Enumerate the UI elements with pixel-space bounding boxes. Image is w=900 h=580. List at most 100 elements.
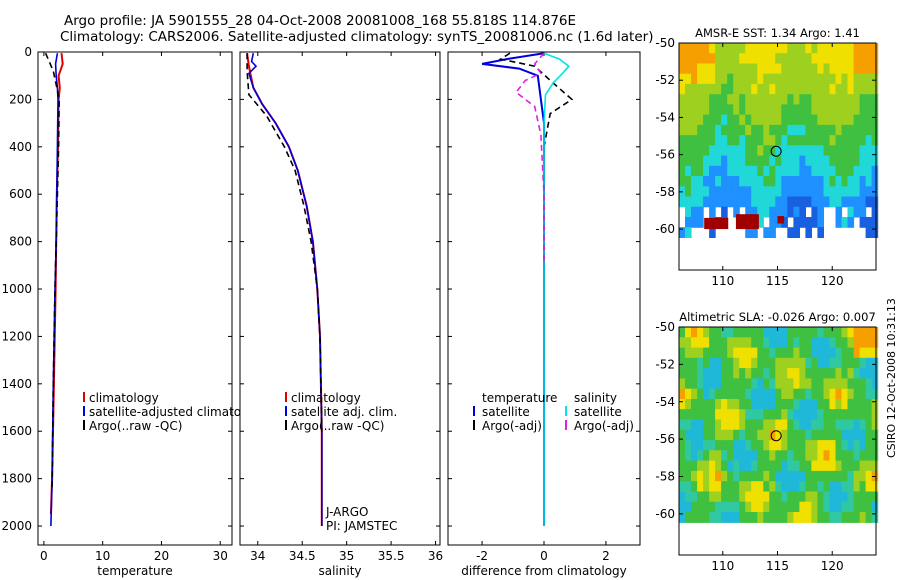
temperature-series-line: [44, 52, 61, 491]
sst-map-title: AMSR-E SST: 1.34 Argo: 1.41: [695, 26, 860, 40]
sla-map-cell: [829, 470, 837, 482]
sla-map-cell: [841, 337, 849, 349]
sla-map-cell: [745, 512, 752, 523]
sst-map-xtick-label: 120: [821, 274, 844, 288]
sst-map-cell: [751, 124, 758, 136]
sst-map-cell: [727, 155, 734, 167]
sla-map-cell: [751, 337, 758, 349]
sst-map-cell: [721, 206, 728, 218]
sst-map-cell: [703, 186, 710, 198]
sla-map-cell: [733, 327, 740, 338]
sla-map-cell: [697, 378, 704, 390]
sla-map-cell: [709, 357, 716, 369]
sst-map-cell: [745, 124, 752, 136]
sla-map-cell: [805, 450, 812, 462]
sst-map-cell: [847, 104, 855, 116]
sst-map-cell: [835, 186, 843, 198]
sst-map-cell: [751, 83, 758, 95]
sla-map-cell: [859, 419, 867, 431]
sst-map-cell: [823, 196, 831, 208]
sla-map-cell: [841, 491, 849, 503]
sla-map-cell: [811, 450, 818, 462]
sst-map-cell: [763, 43, 770, 54]
sst-map-cell: [823, 155, 831, 167]
sla-map-cell: [715, 429, 722, 441]
sst-map-cell: [853, 73, 861, 85]
sla-map-cell: [811, 337, 818, 349]
sla-map-cell: [775, 429, 782, 441]
sst-map-cell: [709, 227, 716, 238]
sla-map-cell: [733, 409, 740, 421]
sst-map-cell: [805, 145, 812, 157]
sst-map-cell: [745, 155, 752, 167]
sla-map-cell: [823, 512, 831, 523]
sst-map-cell: [871, 73, 879, 85]
sst-map-cell: [703, 63, 710, 75]
sst-map-cell: [799, 217, 806, 228]
sla-map-cell: [853, 460, 861, 472]
sst-map-cell: [697, 165, 704, 177]
sla-map-cell: [847, 429, 855, 441]
sla-map-cell: [685, 512, 692, 523]
sst-map-cell: [865, 94, 873, 105]
sst-map-cell: [733, 176, 740, 187]
sla-map-cell: [871, 347, 879, 359]
sla-map-cell: [745, 337, 752, 349]
sst-map-cell: [769, 165, 776, 177]
sla-map-cell: [805, 470, 812, 482]
sst-map-cell: [697, 104, 704, 116]
sla-map-cell: [739, 512, 746, 523]
sla-map-cell: [787, 409, 794, 421]
sla-map-cell: [793, 347, 800, 359]
sla-map-cell: [733, 481, 740, 493]
sla-map-cell: [727, 419, 734, 431]
sla-map-cell: [835, 347, 843, 359]
sst-map-cell: [859, 43, 867, 54]
sst-map-cell: [697, 63, 704, 75]
sst-map-cell: [811, 155, 818, 167]
sst-map-cell: [865, 104, 873, 116]
sst-map-cell: [733, 145, 740, 157]
sst-map-cell: [829, 53, 837, 64]
sst-map-cell: [691, 217, 698, 228]
sla-map-cell: [775, 357, 782, 369]
sst-map-cell: [721, 196, 728, 208]
sla-map-cell: [697, 327, 704, 338]
sla-map-cell: [793, 337, 800, 349]
sla-map-cell: [715, 450, 722, 462]
sla-map-cell: [685, 378, 692, 390]
salinity-xtick-label: 36: [428, 549, 443, 563]
sst-map-cell: [835, 104, 843, 116]
sla-map-cell: [781, 470, 788, 482]
sst-map-cell: [769, 176, 776, 187]
sst-map-cell: [691, 63, 698, 75]
sst-map-cell: [745, 145, 752, 157]
sla-map-cell: [679, 399, 686, 410]
sst-map-cell: [781, 94, 788, 105]
sst-map-cell: [805, 196, 812, 208]
sst-map-cell: [787, 227, 794, 238]
sla-map-cell: [841, 481, 849, 493]
sla-map-cell: [793, 440, 800, 451]
sla-map-cell: [751, 460, 758, 472]
sst-map-cell: [787, 176, 794, 187]
sst-map-xtick-label: 115: [766, 274, 789, 288]
sst-map-cell: [691, 43, 698, 54]
sla-map-cell: [871, 491, 879, 503]
sst-map-cell: [847, 176, 855, 187]
sst-map-cell: [685, 206, 692, 218]
sst-map-cell: [775, 135, 782, 146]
sla-map-cell: [757, 378, 764, 390]
sst-map-cell: [817, 73, 824, 85]
sst-map-cell: [835, 53, 843, 64]
sst-map-cell: [703, 114, 710, 126]
sst-map-cell: [715, 145, 722, 157]
sst-map-cell: [691, 104, 698, 116]
sst-map-cell: [679, 155, 686, 167]
sst-map-cell: [733, 43, 740, 54]
sla-map-cell: [709, 491, 716, 503]
salinity-legend-label: satellite adj. clim.: [291, 405, 397, 419]
sst-map-cell: [835, 73, 843, 85]
sst-map-cell: [853, 206, 861, 218]
sst-map-cell: [817, 83, 824, 95]
